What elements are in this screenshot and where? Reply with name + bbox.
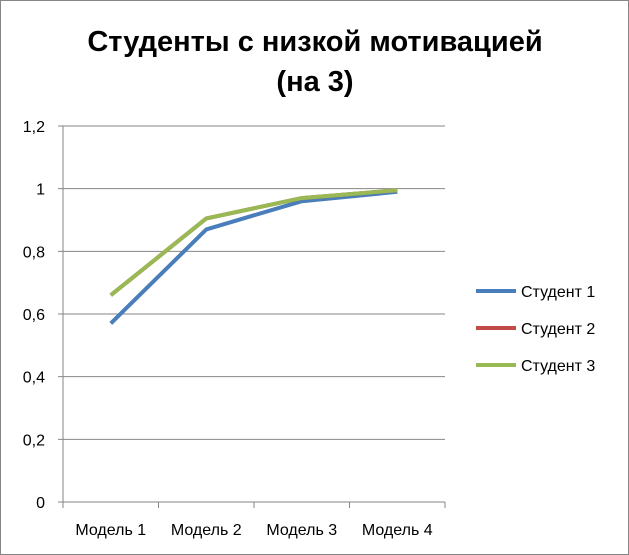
chart-title-line-1: Студенты с низкой мотивацией bbox=[87, 26, 542, 58]
y-tick-label: 0,8 bbox=[23, 244, 45, 261]
legend-label-2: Студент 2 bbox=[521, 321, 595, 338]
legend-label-3: Студент 3 bbox=[521, 358, 595, 375]
y-tick-label: 0,6 bbox=[23, 307, 45, 324]
chart-title-line-2: (на 3) bbox=[276, 66, 353, 98]
axes: 0 0,2 0,4 0,6 0,8 1 1,2 Модель 1 Модель 2 Модель … bbox=[23, 119, 446, 539]
y-tick-label: 0,2 bbox=[23, 432, 45, 449]
y-tick-label: 1,2 bbox=[23, 119, 45, 136]
x-tick-label: Модель 1 bbox=[75, 522, 146, 539]
y-tick-label: 0 bbox=[36, 495, 45, 512]
gridlines bbox=[63, 125, 445, 440]
x-tick-label: Модель 3 bbox=[266, 522, 337, 539]
legend-label-1: Студент 1 bbox=[521, 284, 595, 301]
series-line-3 bbox=[109, 188, 398, 297]
series-lines bbox=[109, 188, 398, 325]
y-tick-label: 0,4 bbox=[23, 370, 45, 387]
x-tick-label: Модель 4 bbox=[362, 522, 433, 539]
x-tick-label: Модель 2 bbox=[171, 522, 242, 539]
y-tick-label: 1 bbox=[36, 182, 45, 199]
series-line-1 bbox=[109, 189, 398, 325]
legend: Студент 1 Студент 2 Студент 3 bbox=[476, 284, 595, 375]
